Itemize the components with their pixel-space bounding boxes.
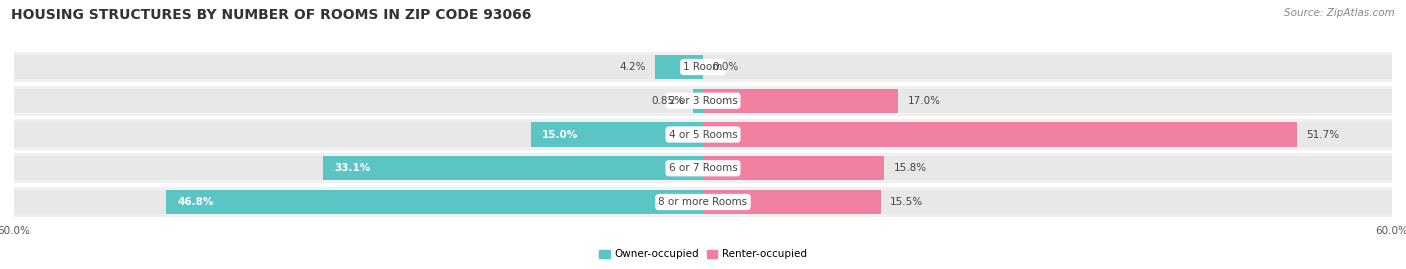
Bar (14, 153, 1392, 183)
Bar (703, 190, 882, 214)
Bar (14, 190, 703, 214)
Text: 4.2%: 4.2% (619, 62, 645, 72)
Bar (14, 119, 1392, 150)
Bar (14, 187, 1392, 217)
Text: 1 Room: 1 Room (683, 62, 723, 72)
Bar (655, 55, 703, 79)
Text: Source: ZipAtlas.com: Source: ZipAtlas.com (1284, 8, 1395, 18)
Text: 17.0%: 17.0% (907, 96, 941, 106)
Legend: Owner-occupied, Renter-occupied: Owner-occupied, Renter-occupied (595, 245, 811, 264)
Text: 2 or 3 Rooms: 2 or 3 Rooms (669, 96, 737, 106)
Bar (703, 122, 1392, 147)
Bar (14, 156, 703, 180)
Bar (703, 89, 1392, 113)
Bar (14, 89, 703, 113)
Text: HOUSING STRUCTURES BY NUMBER OF ROOMS IN ZIP CODE 93066: HOUSING STRUCTURES BY NUMBER OF ROOMS IN… (11, 8, 531, 22)
Text: 15.0%: 15.0% (543, 129, 578, 140)
Text: 51.7%: 51.7% (1306, 129, 1339, 140)
Text: 6 or 7 Rooms: 6 or 7 Rooms (669, 163, 737, 173)
Text: 15.8%: 15.8% (894, 163, 927, 173)
Bar (531, 122, 703, 147)
Bar (693, 89, 703, 113)
Text: 15.5%: 15.5% (890, 197, 924, 207)
Bar (703, 122, 1296, 147)
Bar (703, 55, 1392, 79)
Text: 33.1%: 33.1% (335, 163, 371, 173)
Bar (703, 156, 884, 180)
Bar (703, 190, 1392, 214)
Bar (323, 156, 703, 180)
Text: 8 or more Rooms: 8 or more Rooms (658, 197, 748, 207)
Text: 46.8%: 46.8% (177, 197, 214, 207)
Bar (14, 55, 703, 79)
Bar (14, 122, 703, 147)
Bar (703, 156, 1392, 180)
Text: 0.0%: 0.0% (713, 62, 738, 72)
Bar (14, 52, 1392, 82)
Bar (166, 190, 703, 214)
Text: 0.85%: 0.85% (651, 96, 685, 106)
Bar (14, 86, 1392, 116)
Bar (703, 89, 898, 113)
Text: 4 or 5 Rooms: 4 or 5 Rooms (669, 129, 737, 140)
